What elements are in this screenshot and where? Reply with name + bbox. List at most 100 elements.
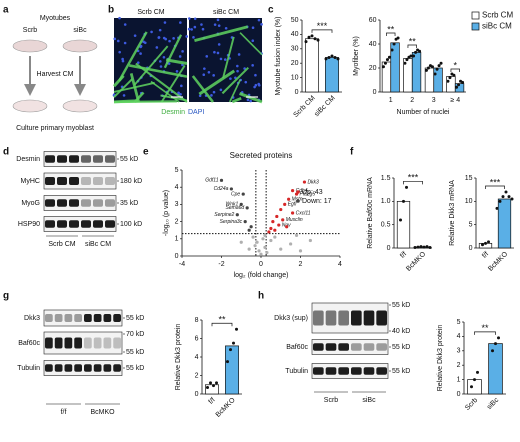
- data-point: [419, 245, 423, 249]
- nucleus: [224, 26, 228, 30]
- data-point: [235, 213, 239, 217]
- y-axis-label: Myofiber (%): [353, 36, 360, 76]
- nucleus: [217, 43, 221, 46]
- marker-label: 40 kD: [392, 328, 410, 335]
- band: [69, 155, 79, 163]
- fiber: [135, 62, 188, 103]
- data-point: [212, 384, 215, 388]
- band: [93, 337, 102, 349]
- marker-label: 55 kD: [126, 315, 144, 322]
- data-point: [476, 370, 479, 374]
- panel-label: e: [143, 147, 149, 158]
- bar: [433, 67, 443, 93]
- data-point: [265, 250, 269, 255]
- blot-frame: [311, 302, 389, 334]
- band: [105, 155, 115, 163]
- point-label: Sema6d: [226, 205, 245, 211]
- data-point: [418, 49, 422, 53]
- fiber: [239, 92, 263, 104]
- y-tick-label: 0.5: [381, 222, 391, 229]
- data-point: [308, 238, 312, 243]
- nucleus: [123, 23, 127, 26]
- band: [84, 337, 92, 349]
- group-label: BcMKO: [90, 409, 115, 416]
- data-point: [291, 211, 295, 215]
- band: [376, 343, 387, 351]
- data-point: [446, 79, 450, 83]
- y-tick-label: 4: [175, 184, 179, 191]
- band: [351, 343, 362, 351]
- x-tick-label: ≥ 4: [450, 97, 460, 104]
- y-tick-label: 2: [175, 218, 179, 225]
- y-tick-label: 3: [457, 348, 461, 355]
- data-point: [327, 55, 331, 59]
- nucleus: [244, 80, 248, 84]
- fiber: [231, 96, 242, 104]
- data-point: [229, 187, 233, 191]
- bar: [305, 38, 319, 93]
- band: [376, 367, 387, 375]
- band: [81, 199, 91, 207]
- band: [351, 310, 362, 326]
- sig-label: **: [481, 323, 489, 333]
- data-point: [448, 76, 452, 80]
- fiber: [221, 66, 250, 95]
- data-point: [291, 189, 295, 193]
- data-point: [425, 245, 429, 249]
- nucleus: [193, 17, 197, 21]
- dish: [62, 39, 98, 53]
- band: [325, 343, 337, 351]
- data-point: [461, 80, 465, 84]
- data-point: [209, 381, 212, 385]
- nucleus: [251, 64, 254, 67]
- data-point: [263, 245, 267, 249]
- data-point: [424, 68, 428, 72]
- nucleus: [229, 77, 232, 80]
- blot-label: Dkk3: [24, 315, 40, 322]
- schematic-step: Harvest CM: [37, 71, 74, 78]
- y-tick-label: 1.5: [381, 175, 391, 182]
- data-point: [435, 67, 439, 71]
- data-point: [501, 195, 505, 199]
- dish: [62, 99, 98, 113]
- group-label: siBc CM: [85, 241, 111, 248]
- band: [54, 364, 63, 372]
- image-title: Scrb CM: [137, 9, 164, 16]
- nucleus: [237, 53, 241, 56]
- x-axis-label: Number of nuclei: [397, 109, 450, 116]
- blot-label: Tubulin: [285, 368, 308, 375]
- y-axis-label: Myotube fusion index (%): [275, 17, 282, 96]
- band: [338, 310, 349, 326]
- nucleus: [139, 45, 142, 49]
- bar: [446, 76, 456, 93]
- nucleus: [213, 50, 216, 54]
- y-tick-label: 0: [469, 245, 473, 252]
- band: [376, 310, 387, 326]
- nucleus: [155, 46, 159, 49]
- y-axis-label: Relative Baf60c mRNA: [367, 177, 374, 249]
- nucleus: [190, 28, 194, 31]
- data-point: [428, 246, 432, 250]
- data-point: [281, 218, 285, 222]
- band: [64, 314, 73, 322]
- data-point: [387, 55, 391, 59]
- group-label: siBc: [362, 397, 376, 404]
- data-point: [383, 61, 387, 65]
- nucleus: [122, 94, 126, 97]
- point-label: Serpina3c: [220, 219, 243, 225]
- x-tick-label: 3: [432, 97, 436, 104]
- data-point: [457, 83, 461, 87]
- x-tick-label: 4: [338, 261, 342, 268]
- nucleus: [254, 73, 257, 77]
- y-tick-label: 20: [291, 60, 299, 67]
- point-label: Egfl: [288, 202, 298, 208]
- nucleus: [212, 74, 215, 77]
- nucleus: [150, 30, 153, 34]
- band: [113, 314, 121, 322]
- nucleus: [219, 57, 223, 61]
- band: [363, 343, 375, 351]
- data-point: [330, 54, 334, 58]
- bar: [325, 57, 339, 93]
- band: [93, 314, 102, 322]
- data-point: [269, 238, 273, 243]
